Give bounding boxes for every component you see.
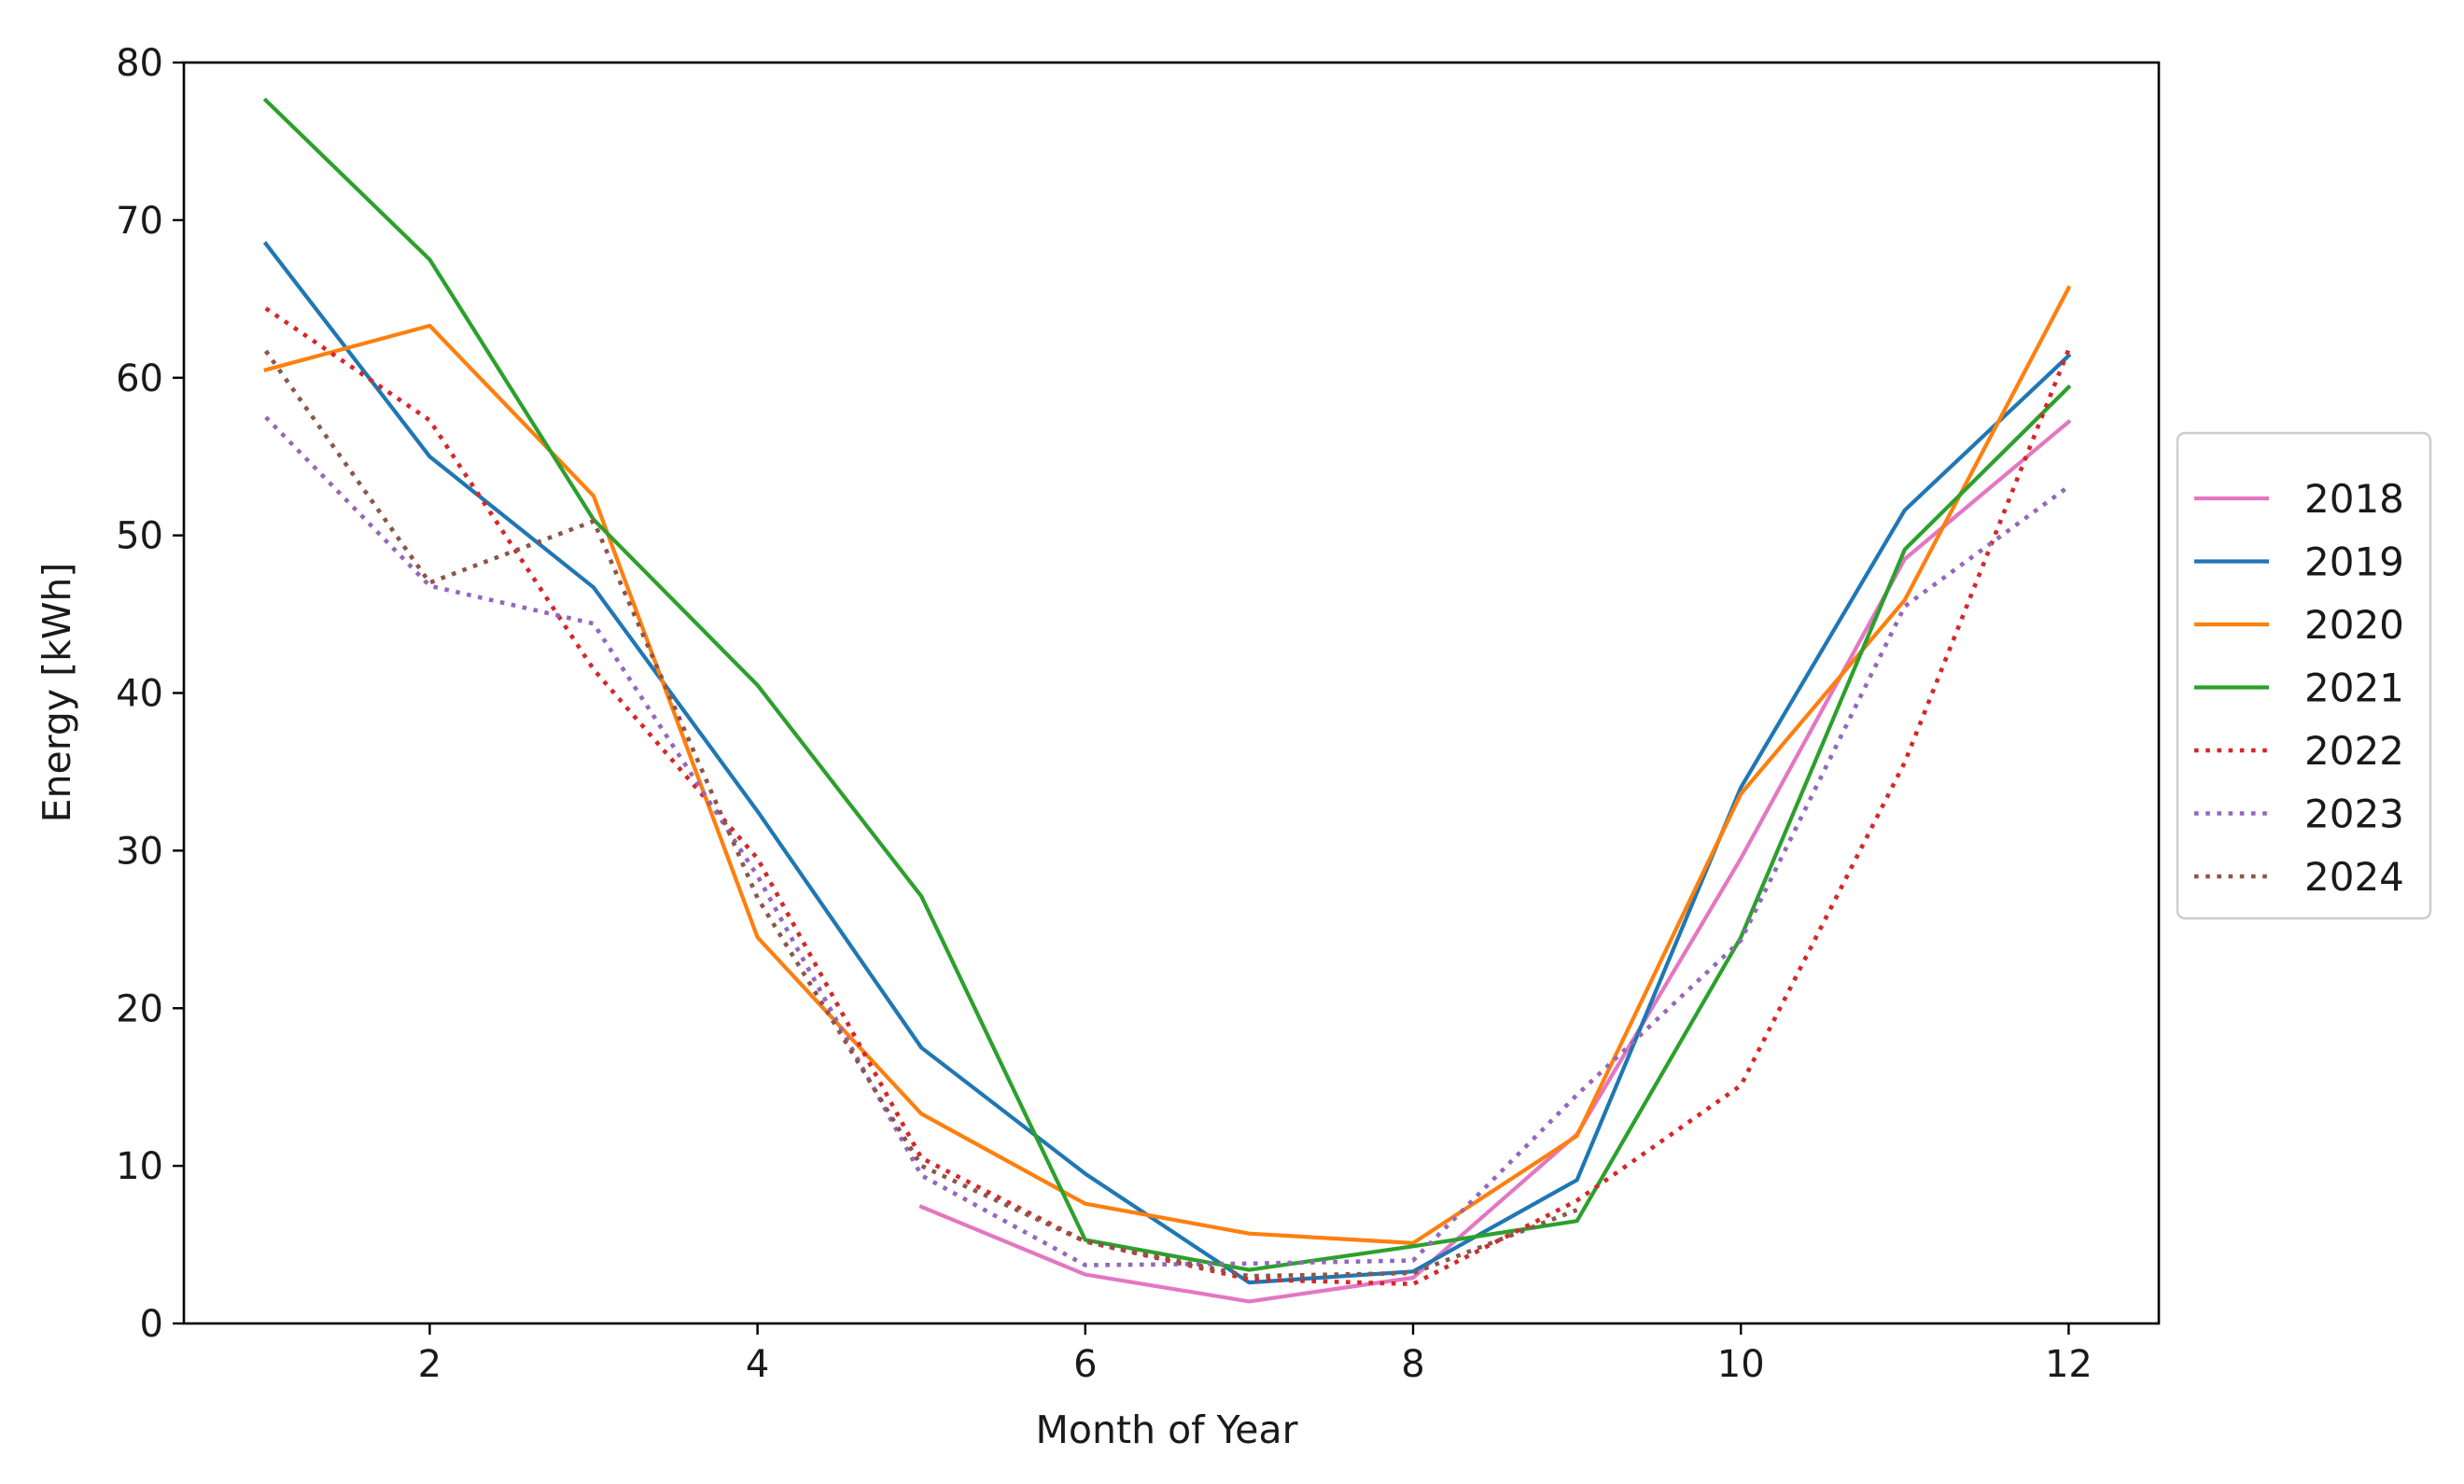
legend: 2018 2019 2020 2021 2022 2023 2024: [2176, 431, 2432, 920]
y-axis-label: Energy [kWh]: [35, 563, 79, 823]
legend-label-2019: 2019: [2304, 539, 2404, 585]
legend-label-2018: 2018: [2304, 476, 2404, 522]
legend-label-2022: 2022: [2304, 728, 2404, 774]
x-tick-label: 8: [1401, 1343, 1424, 1386]
x-tick-label: 2: [418, 1343, 441, 1386]
legend-frame: [2176, 431, 2432, 920]
series-line-2018: [918, 419, 2072, 1304]
series-line-2024: [263, 349, 1578, 1279]
x-tick-label: 12: [2045, 1343, 2093, 1386]
y-tick-label: 20: [116, 987, 163, 1030]
legend-label-2020: 2020: [2304, 602, 2404, 648]
y-tick-label: 10: [116, 1145, 163, 1188]
y-tick-label: 30: [116, 830, 163, 873]
y-axis-ticks: 0 10 20 30 40 50 60 70 80: [116, 42, 184, 1346]
series-layer: [262, 97, 2072, 1304]
legend-label-2024: 2024: [2304, 854, 2404, 900]
series-line-2021: [262, 97, 2072, 1272]
legend-label-2021: 2021: [2304, 665, 2404, 711]
x-tick-label: 4: [746, 1343, 769, 1386]
series-line-2019: [262, 241, 2072, 1285]
x-tick-label: 10: [1717, 1343, 1765, 1386]
x-axis-ticks: 2 4 6 8 10 12: [418, 1323, 2093, 1386]
y-tick-label: 60: [116, 357, 163, 400]
series-line-2020: [263, 285, 2072, 1246]
x-tick-label: 6: [1073, 1343, 1097, 1386]
y-tick-label: 50: [116, 515, 163, 558]
x-axis-label: Month of Year: [1036, 1407, 1298, 1452]
y-tick-label: 80: [116, 42, 163, 85]
y-tick-label: 0: [140, 1303, 163, 1346]
y-tick-label: 40: [116, 673, 163, 716]
legend-label-2023: 2023: [2304, 791, 2404, 837]
y-tick-label: 70: [116, 200, 163, 243]
